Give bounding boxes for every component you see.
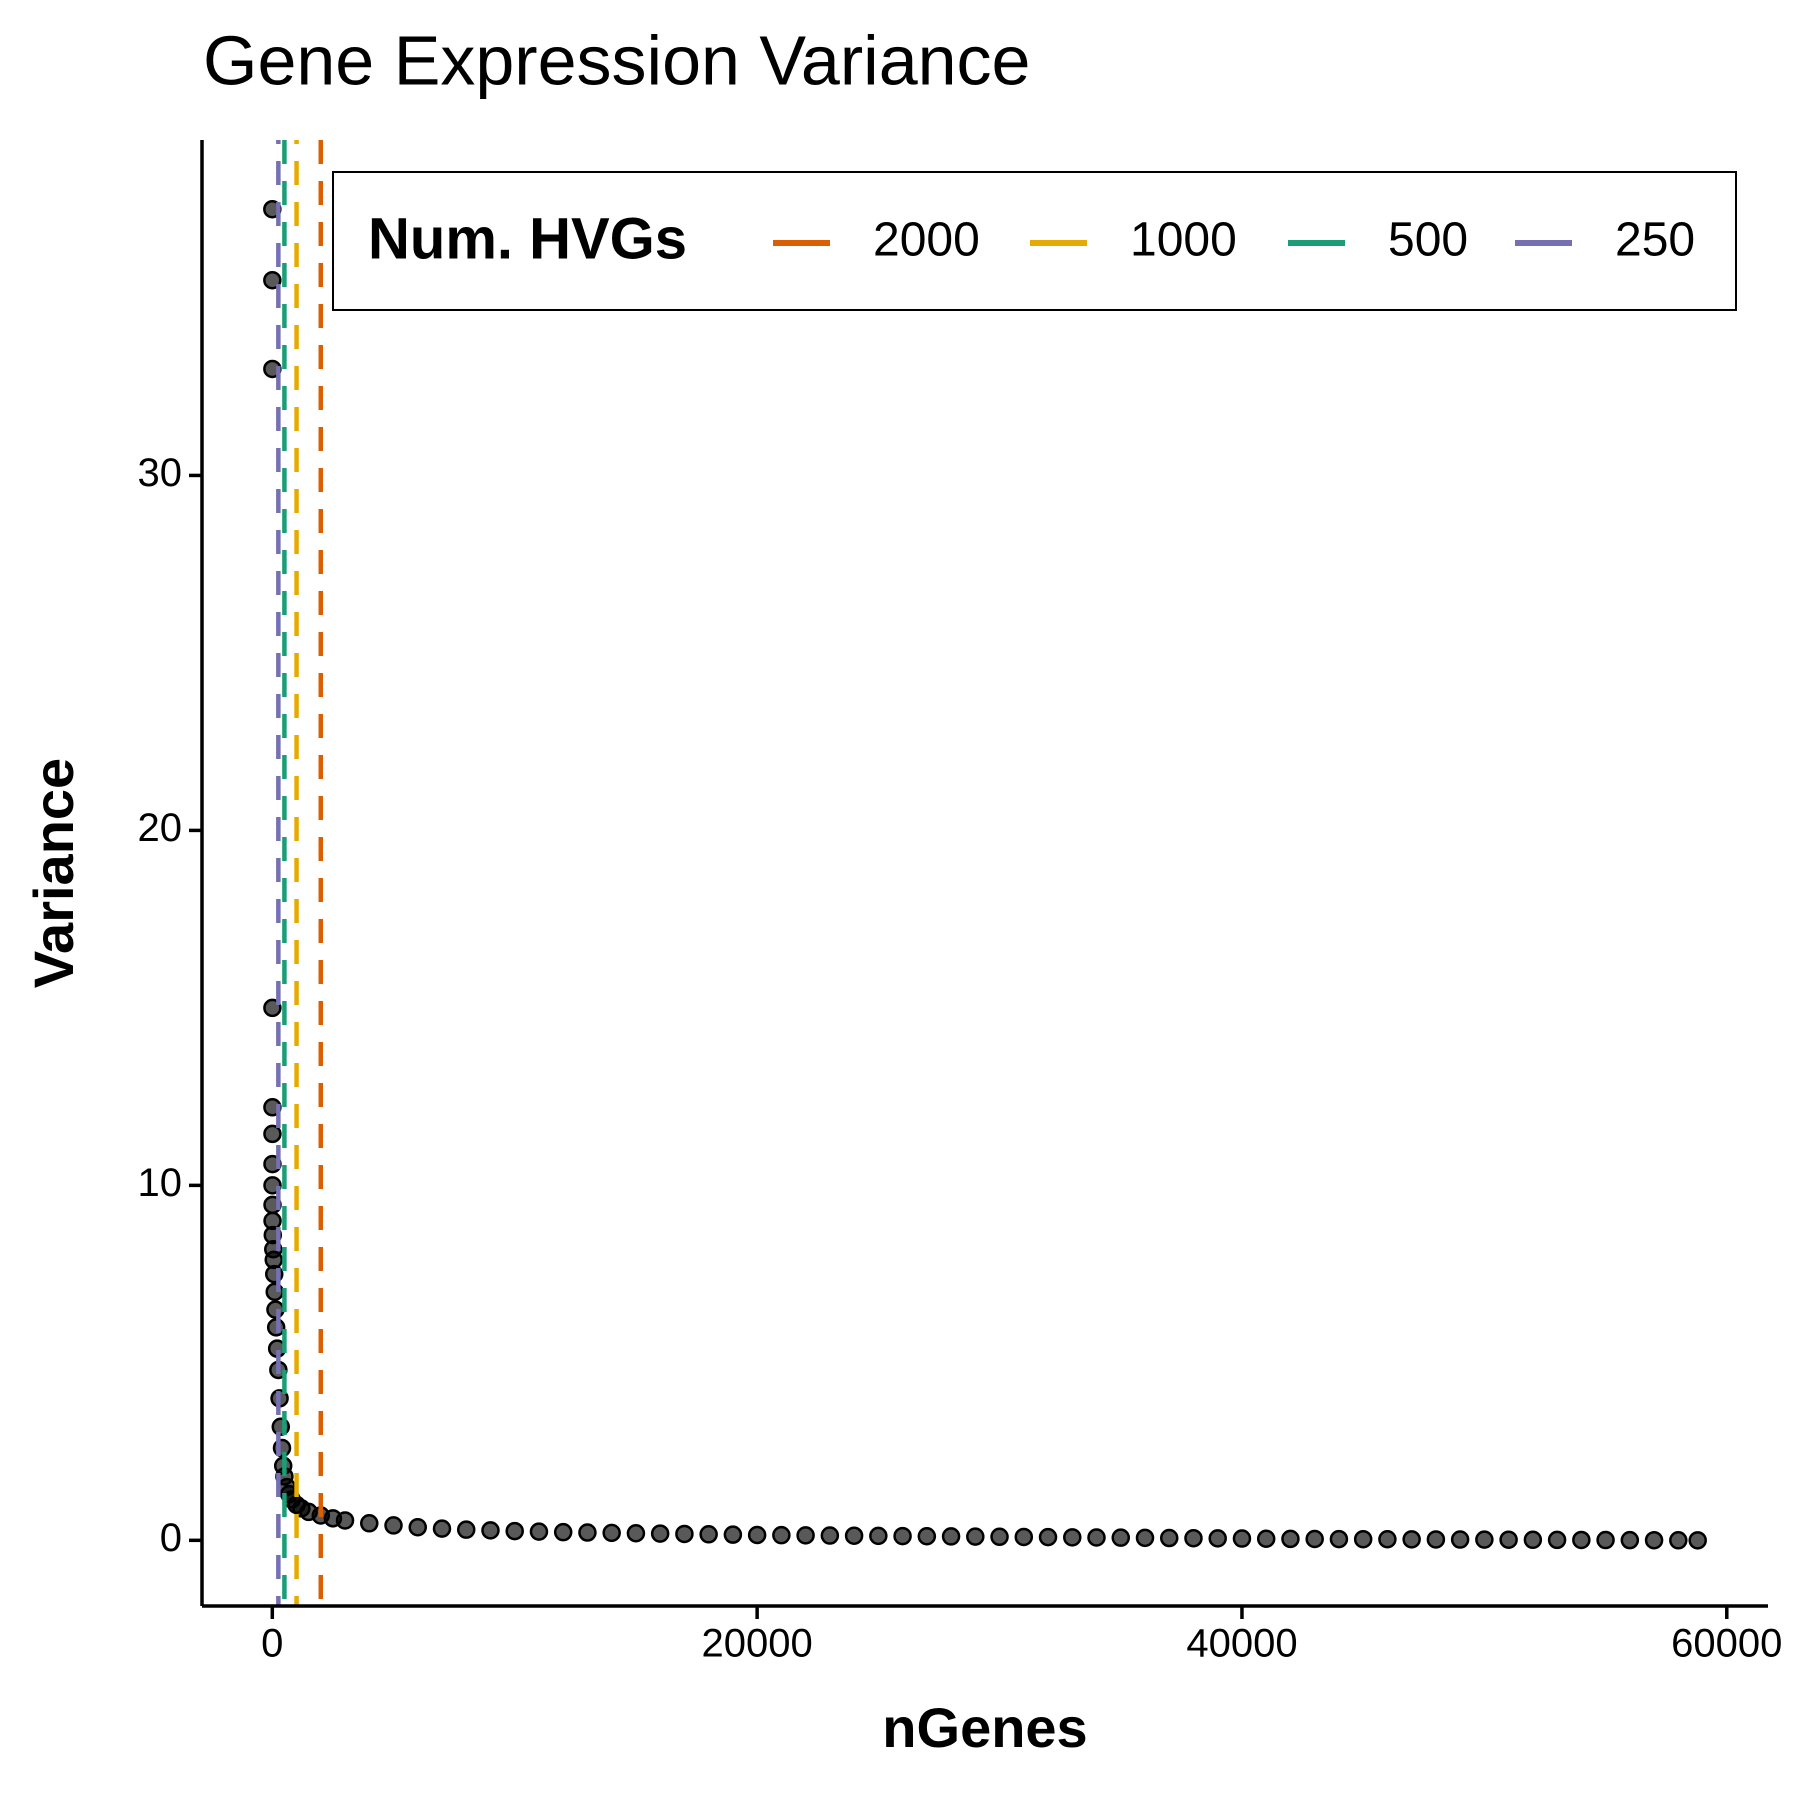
y-tick-label: 30 bbox=[138, 451, 183, 495]
legend-label: 500 bbox=[1388, 214, 1468, 267]
x-axis-title: nGenes bbox=[882, 1696, 1087, 1759]
legend-title: Num. HVGs bbox=[368, 206, 687, 271]
point bbox=[1014, 1527, 1034, 1547]
point bbox=[578, 1523, 597, 1542]
point bbox=[772, 1525, 791, 1545]
point bbox=[1499, 1530, 1518, 1549]
point bbox=[1523, 1530, 1543, 1550]
x-tick-label: 60000 bbox=[1671, 1622, 1782, 1666]
point bbox=[1208, 1529, 1227, 1548]
point bbox=[529, 1522, 549, 1541]
point bbox=[1184, 1528, 1203, 1548]
chart-title: Gene Expression Variance bbox=[203, 21, 1031, 99]
point bbox=[1688, 1531, 1707, 1550]
point bbox=[1281, 1529, 1300, 1549]
point bbox=[360, 1514, 379, 1533]
y-tick-label: 20 bbox=[138, 806, 183, 850]
x-tick-label: 40000 bbox=[1186, 1622, 1297, 1666]
point bbox=[408, 1517, 427, 1537]
legend-label: 250 bbox=[1615, 214, 1695, 267]
point bbox=[844, 1526, 864, 1545]
point bbox=[941, 1527, 961, 1546]
x-tick-label: 0 bbox=[261, 1622, 283, 1666]
point bbox=[505, 1521, 524, 1541]
point bbox=[747, 1525, 767, 1545]
point bbox=[1402, 1530, 1421, 1549]
point bbox=[723, 1525, 743, 1544]
y-tick-label: 0 bbox=[160, 1516, 182, 1560]
point bbox=[820, 1526, 840, 1545]
point bbox=[1329, 1529, 1349, 1549]
point bbox=[869, 1526, 888, 1546]
point bbox=[1038, 1527, 1058, 1547]
point bbox=[1353, 1529, 1373, 1549]
point bbox=[966, 1527, 985, 1546]
point bbox=[893, 1526, 912, 1546]
point bbox=[796, 1526, 815, 1545]
point bbox=[626, 1523, 646, 1543]
point bbox=[1378, 1530, 1397, 1549]
point bbox=[1620, 1530, 1640, 1550]
point bbox=[650, 1524, 670, 1543]
point bbox=[1305, 1529, 1324, 1549]
point bbox=[990, 1527, 1009, 1547]
point bbox=[481, 1521, 500, 1540]
point bbox=[675, 1524, 694, 1544]
point bbox=[456, 1520, 476, 1539]
point bbox=[602, 1523, 621, 1543]
point bbox=[1232, 1529, 1252, 1548]
point bbox=[1475, 1530, 1494, 1549]
point bbox=[1159, 1528, 1179, 1548]
point bbox=[1426, 1530, 1446, 1549]
point bbox=[1572, 1530, 1591, 1550]
point bbox=[699, 1525, 718, 1544]
point bbox=[917, 1526, 937, 1546]
point bbox=[1135, 1528, 1155, 1548]
point bbox=[1669, 1531, 1688, 1550]
point bbox=[1644, 1530, 1664, 1550]
point bbox=[266, 1300, 285, 1319]
point bbox=[1256, 1529, 1276, 1548]
x-tick-label: 20000 bbox=[702, 1622, 813, 1666]
point bbox=[1063, 1528, 1082, 1547]
point bbox=[335, 1511, 355, 1530]
point bbox=[1596, 1530, 1615, 1550]
point bbox=[384, 1516, 403, 1535]
point bbox=[1111, 1528, 1131, 1547]
point bbox=[432, 1519, 452, 1538]
legend-label: 2000 bbox=[873, 214, 980, 267]
point bbox=[1450, 1530, 1470, 1549]
point bbox=[1087, 1528, 1106, 1547]
y-axis-title: Variance bbox=[22, 758, 85, 988]
legend-label: 1000 bbox=[1130, 214, 1237, 267]
y-tick-label: 10 bbox=[138, 1161, 183, 1205]
point bbox=[263, 1124, 282, 1144]
point bbox=[553, 1522, 573, 1542]
point bbox=[1547, 1530, 1567, 1550]
